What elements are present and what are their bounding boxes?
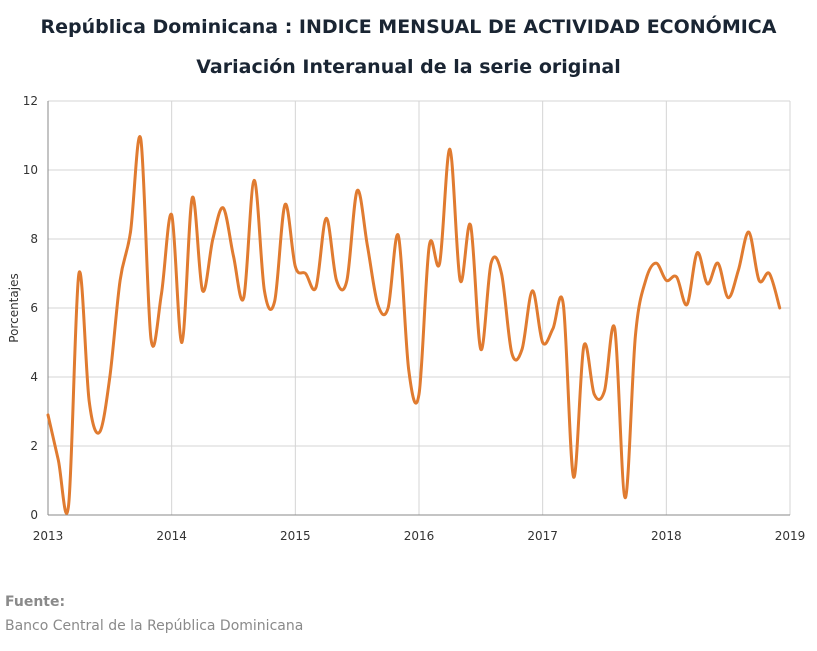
x-tick-label: 2015 <box>280 529 311 543</box>
y-tick-label: 6 <box>30 301 38 315</box>
chart-subtitle: Variación Interanual de la serie origina… <box>196 56 621 78</box>
axes <box>47 101 790 516</box>
x-tick-label: 2013 <box>33 529 64 543</box>
series-group <box>46 135 782 515</box>
y-axis-label: Porcentajes <box>7 273 21 342</box>
y-tick-label: 8 <box>30 232 38 246</box>
x-tick-label: 2019 <box>775 529 806 543</box>
source-label: Fuente: <box>5 594 66 610</box>
grid-lines <box>48 100 791 515</box>
x-tick-label: 2017 <box>527 529 558 543</box>
source-text: Banco Central de la República Dominicana <box>5 618 304 634</box>
tick-labels: 0 2 4 6 8 10 12 2013 2014 2015 2016 2017 2018 2019 <box>23 94 806 543</box>
y-tick-label: 0 <box>30 508 38 522</box>
y-tick-label: 12 <box>23 94 38 108</box>
y-tick-label: 10 <box>23 163 38 177</box>
x-tick-label: 2018 <box>651 529 682 543</box>
y-tick-label: 2 <box>30 439 38 453</box>
x-tick-label: 2014 <box>156 529 187 543</box>
x-tick-label: 2016 <box>404 529 435 543</box>
chart-title: República Dominicana : INDICE MENSUAL DE… <box>40 16 777 38</box>
y-tick-label: 4 <box>30 370 38 384</box>
series-line <box>46 135 782 515</box>
